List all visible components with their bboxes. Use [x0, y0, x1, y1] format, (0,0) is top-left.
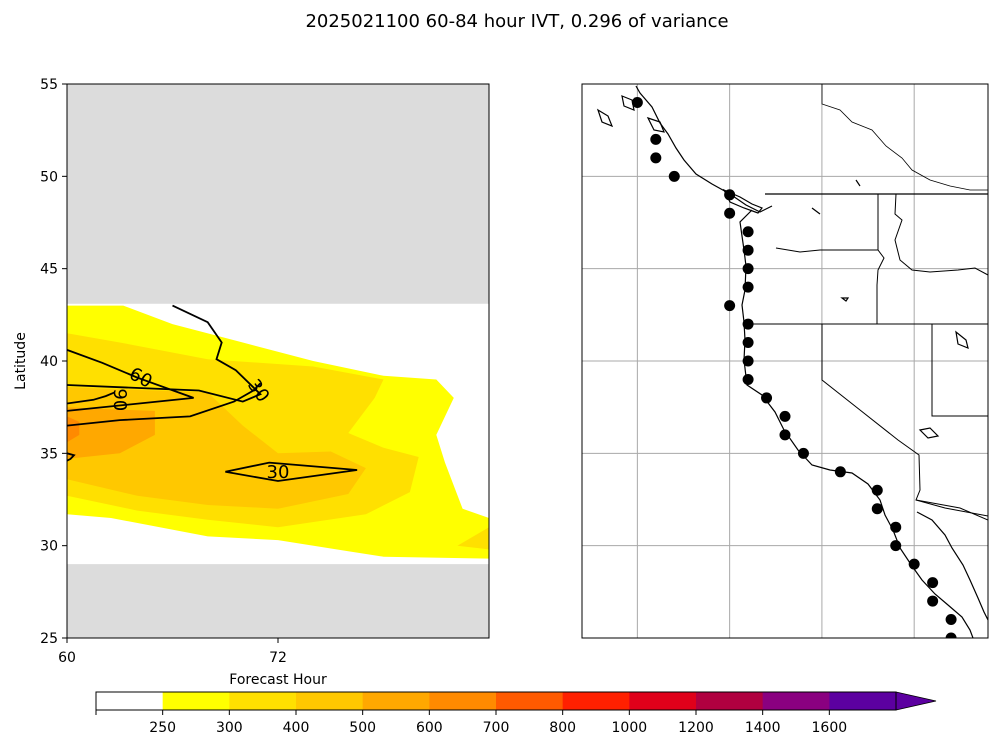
map-frame [581, 83, 989, 639]
y-tick-label: 30 [40, 539, 58, 555]
station-point [927, 577, 939, 589]
colorbar-cell [762, 692, 830, 710]
figure-title: 2025021100 60-84 hour IVT, 0.296 of vari… [305, 11, 728, 32]
station-point [742, 373, 754, 385]
colorbar-tick-label: 1000 [612, 720, 648, 736]
y-tick-label: 55 [40, 77, 58, 93]
colorbar-cell [629, 692, 697, 710]
mexico-border [915, 499, 988, 517]
colorbar-tick-label: 300 [216, 720, 243, 736]
colorbar-tick-label: 250 [149, 720, 176, 736]
colorbar-tick-label: 1400 [745, 720, 781, 736]
station-point [724, 207, 736, 219]
colorbar-tick-label: 600 [416, 720, 443, 736]
station-point [871, 503, 883, 515]
colorbar-extend-arrow [895, 691, 937, 711]
baja-peninsula [916, 511, 988, 621]
colorbar-cell [96, 692, 164, 710]
island [722, 188, 763, 214]
station-point [724, 189, 736, 201]
x-axis-label: Forecast Hour [229, 672, 327, 688]
y-tick-label: 35 [40, 446, 58, 462]
station-points [631, 96, 957, 638]
station-point [797, 447, 809, 459]
y-tick-label: 25 [40, 631, 58, 647]
masked-region [67, 564, 489, 638]
colorbar-cell [296, 692, 364, 710]
station-point [742, 263, 754, 275]
x-tick-label: 60 [58, 650, 76, 666]
contour-line-30 [225, 461, 358, 482]
station-point [890, 521, 902, 533]
station-point [761, 392, 773, 404]
x-axis-ticks: 60 72 [58, 638, 287, 666]
filled-contour-600-700 [67, 416, 80, 443]
colorbar-cell [496, 692, 564, 710]
map-gridlines [582, 84, 988, 638]
colorbar-cell [162, 692, 230, 710]
station-point [742, 355, 754, 367]
station-point [890, 540, 902, 552]
station-point [871, 484, 883, 496]
colorbar-tick-label: 800 [549, 720, 576, 736]
y-tick-label: 40 [40, 354, 58, 370]
colorbar-tick-label: 1200 [678, 720, 714, 736]
station-point [650, 133, 662, 145]
y-tick-label: 45 [40, 262, 58, 278]
station-point [779, 410, 791, 422]
contour-line-90 [67, 452, 76, 462]
contour-line-90 [67, 382, 262, 427]
province-border [821, 84, 988, 191]
island [596, 95, 665, 133]
colorbar-tick-label: 700 [483, 720, 510, 736]
contour-panel: 30 30 60 90 60 72 25 30 35 40 45 50 55 Forecast Ho… [13, 77, 490, 688]
colorbar-cell [429, 692, 497, 710]
colorbar-cell [829, 692, 897, 710]
colorbar-tick-label: 1600 [812, 720, 848, 736]
station-point [927, 595, 939, 607]
station-point [742, 226, 754, 238]
station-point [834, 466, 846, 478]
y-axis-ticks: 25 30 35 40 45 50 55 [40, 77, 67, 647]
station-point [945, 632, 957, 638]
station-point [945, 614, 957, 626]
station-point [779, 429, 791, 441]
colorbar-cell [229, 692, 297, 710]
map-panel [581, 83, 989, 639]
station-point [668, 170, 680, 182]
contour-label-90: 90 [109, 388, 130, 411]
y-tick-label: 50 [40, 169, 58, 185]
colorbar: 250 300 400 500 600 700 800 1000 1200 1400 1600 [95, 691, 937, 736]
y-axis-label: Latitude [13, 332, 29, 390]
contour-lines [67, 304, 358, 482]
masked-region [67, 84, 489, 304]
station-point [908, 558, 920, 570]
filled-contours [67, 305, 489, 559]
x-tick-label: 72 [269, 650, 287, 666]
station-point [742, 244, 754, 256]
contour-line-90 [67, 391, 115, 405]
colorbar-cell [362, 692, 430, 710]
station-point [650, 152, 662, 164]
contour-line-30 [67, 304, 262, 403]
station-point [742, 318, 754, 330]
colorbar-tick-label: 500 [349, 720, 376, 736]
contour-line-60 [67, 349, 194, 412]
station-point [631, 96, 643, 108]
colorbar-cell [696, 692, 764, 710]
colorbar-cell [562, 692, 630, 710]
station-point [742, 281, 754, 293]
station-point [724, 300, 736, 312]
state-borders [746, 193, 988, 521]
station-point [742, 337, 754, 349]
filled-contour-300-400 [457, 527, 489, 550]
lake [811, 179, 969, 439]
contour-label-30: 30 [267, 462, 290, 483]
colorbar-tick-label: 400 [283, 720, 310, 736]
missing-data-mask [67, 84, 489, 638]
